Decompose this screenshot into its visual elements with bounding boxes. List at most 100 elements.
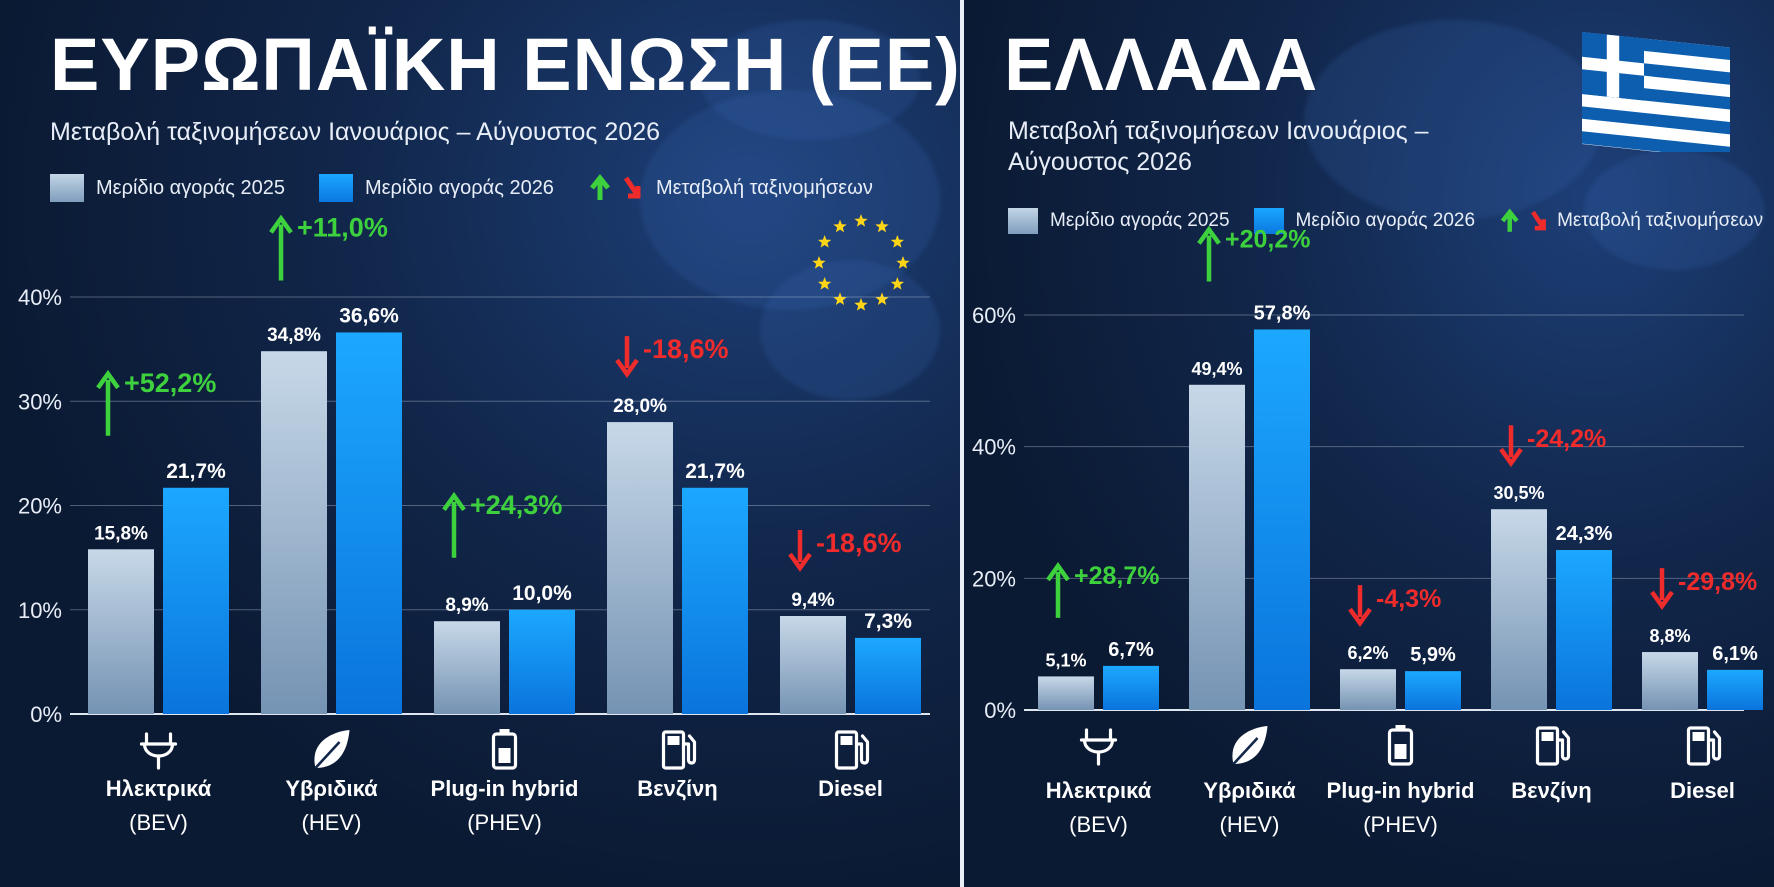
y-tick-label: 20% bbox=[972, 566, 1016, 591]
data-label-2025: 5,1% bbox=[1045, 650, 1086, 670]
category-label: Υβριδικά bbox=[285, 776, 378, 801]
eu-star-icon bbox=[890, 277, 905, 290]
legend-swatch-2026 bbox=[318, 174, 353, 202]
legend-label-2026: Μερίδιο αγοράς 2026 bbox=[364, 176, 554, 199]
data-label-2026: 5,9% bbox=[1410, 644, 1456, 666]
bar-2025 bbox=[1340, 669, 1396, 710]
legend-item-2026: Μερίδιο αγοράς 2026 bbox=[318, 174, 554, 202]
legend-label-2026: Μερίδιο αγοράς 2026 bbox=[1295, 210, 1476, 231]
greek-flag-icon bbox=[1582, 32, 1730, 152]
data-label-2026: 57,8% bbox=[1254, 302, 1311, 324]
bar-2025 bbox=[1491, 509, 1547, 710]
category-label: (HEV) bbox=[302, 810, 362, 835]
greece-legend: Μερίδιο αγοράς 2025 Μερίδιο αγοράς 2026 … bbox=[1008, 208, 1763, 234]
legend-item-2025: Μερίδιο αγοράς 2025 bbox=[50, 174, 285, 202]
legend-swatch-2025 bbox=[1008, 208, 1038, 234]
fuel-pump-icon bbox=[1686, 726, 1722, 766]
bar-2025 bbox=[434, 621, 500, 714]
up-arrow-icon bbox=[269, 214, 293, 281]
bar-2026 bbox=[1103, 665, 1159, 710]
bar-2026 bbox=[682, 487, 748, 714]
leaf-icon bbox=[1232, 726, 1268, 765]
data-label-2025: 28,0% bbox=[613, 396, 667, 417]
data-label-2025: 15,8% bbox=[94, 523, 148, 544]
category-label: Υβριδικά bbox=[1203, 778, 1296, 803]
bar-2025 bbox=[1189, 384, 1245, 710]
category-label: Βενζίνη bbox=[1511, 778, 1591, 803]
eu-star-icon bbox=[817, 235, 832, 248]
change-label-positive: +24,3% bbox=[470, 490, 562, 520]
change-label-negative: -18,6% bbox=[643, 334, 729, 364]
data-label-2025: 8,8% bbox=[1649, 626, 1690, 646]
change-label-positive: +28,7% bbox=[1074, 562, 1160, 590]
greece-subtitle-line-1: Μεταβολή ταξινομήσεων Ιανουάριος – bbox=[1008, 117, 1429, 145]
y-tick-label: 30% bbox=[18, 389, 62, 414]
y-tick-label: 60% bbox=[972, 303, 1016, 328]
y-tick-label: 40% bbox=[18, 285, 62, 310]
bar-2026 bbox=[163, 487, 229, 714]
data-label-2025: 8,9% bbox=[445, 595, 488, 616]
y-tick-label: 10% bbox=[18, 598, 62, 623]
data-label-2026: 36,6% bbox=[339, 304, 399, 327]
eu-star-icon bbox=[812, 256, 826, 269]
data-label-2025: 34,8% bbox=[267, 325, 321, 346]
legend-label-change: Μεταβολή ταξινομήσεων bbox=[655, 176, 873, 199]
legend-label-2025: Μερίδιο αγοράς 2025 bbox=[96, 176, 285, 199]
eu-star-icon bbox=[890, 235, 905, 248]
category-label: (BEV) bbox=[1069, 812, 1128, 837]
legend-swatch-2026 bbox=[1253, 208, 1284, 234]
fuel-pump-icon bbox=[661, 730, 697, 770]
y-tick-label: 0% bbox=[30, 702, 62, 727]
legend-item-change: Μεταβολή ταξινομήσεων bbox=[1499, 208, 1763, 234]
category-label: (BEV) bbox=[129, 810, 188, 835]
data-label-2026: 21,7% bbox=[685, 460, 745, 483]
change-label-positive: +52,2% bbox=[124, 368, 216, 398]
bar-2025 bbox=[1642, 652, 1698, 710]
change-label-negative: -29,8% bbox=[1678, 568, 1757, 596]
data-label-2026: 7,3% bbox=[864, 610, 912, 633]
category-label: Diesel bbox=[818, 776, 883, 801]
change-label-positive: +20,2% bbox=[1225, 225, 1311, 253]
bar-2026 bbox=[1707, 669, 1763, 710]
europe-map-shape bbox=[760, 260, 940, 400]
greece-bar-chart: 0% 20% 40% 60% 5,1% 6,7% +28,7% Ηλεκτρικά (BEV) 4… bbox=[972, 225, 1763, 837]
eu-legend: Μερίδιο αγοράς 2025 Μερίδιο αγοράς 2026 … bbox=[50, 174, 895, 202]
leaf-icon bbox=[314, 730, 350, 769]
legend-label-change: Μεταβολή ταξινομήσεων bbox=[1557, 210, 1764, 231]
panel-divider bbox=[960, 0, 964, 887]
up-arrow-icon bbox=[1046, 562, 1070, 618]
bar-2025 bbox=[261, 351, 327, 714]
y-tick-label: 20% bbox=[18, 494, 62, 519]
data-label-2025: 6,2% bbox=[1347, 643, 1388, 663]
greece-subtitle-line-2: Αύγουστος 2026 bbox=[1008, 148, 1192, 176]
greece-title: ΕΛΛΑΔΑ bbox=[1004, 23, 1319, 106]
data-label-2026: 24,3% bbox=[1556, 523, 1613, 545]
legend-item-2025: Μερίδιο αγοράς 2025 bbox=[1008, 208, 1230, 234]
change-label-negative: -24,2% bbox=[1527, 425, 1606, 453]
y-tick-label: 40% bbox=[972, 435, 1016, 460]
bar-2026 bbox=[1254, 329, 1310, 710]
greece-map-shape bbox=[1304, 20, 1604, 220]
eu-star-icon bbox=[896, 256, 910, 269]
eu-star-icon bbox=[833, 219, 847, 233]
greece-subtitle: Μεταβολή ταξινομήσεων Ιανουάριος – Αύγου… bbox=[1008, 116, 1429, 178]
greece-panel: ΕΛΛΑΔΑ Μεταβολή ταξινομήσεων Ιανουάριος … bbox=[964, 0, 1774, 887]
bar-2025 bbox=[88, 549, 154, 714]
down-arrow-icon bbox=[1650, 568, 1674, 610]
data-label-2026: 6,1% bbox=[1712, 643, 1758, 665]
change-arrows-icon bbox=[1500, 208, 1546, 232]
change-label-negative: -4,3% bbox=[1376, 585, 1441, 613]
bar-2026 bbox=[336, 332, 402, 714]
bar-2026 bbox=[1556, 550, 1612, 710]
category-label: Ηλεκτρικά bbox=[106, 776, 212, 801]
up-arrow-icon bbox=[442, 491, 466, 558]
data-label-2025: 30,5% bbox=[1493, 483, 1544, 503]
category-label: Diesel bbox=[1670, 778, 1735, 803]
bar-2025 bbox=[607, 422, 673, 714]
bar-2025 bbox=[1038, 676, 1094, 710]
data-label-2025: 49,4% bbox=[1191, 359, 1242, 379]
legend-item-change: Μεταβολή ταξινομήσεων bbox=[588, 174, 873, 202]
legend-swatch-2025 bbox=[50, 174, 84, 202]
change-label-negative: -18,6% bbox=[816, 528, 902, 558]
eu-bar-chart: 0% 10% 20% 30% 40% 15,8% 21,7% +52,2% Ηλεκτρικά (… bbox=[18, 212, 930, 835]
